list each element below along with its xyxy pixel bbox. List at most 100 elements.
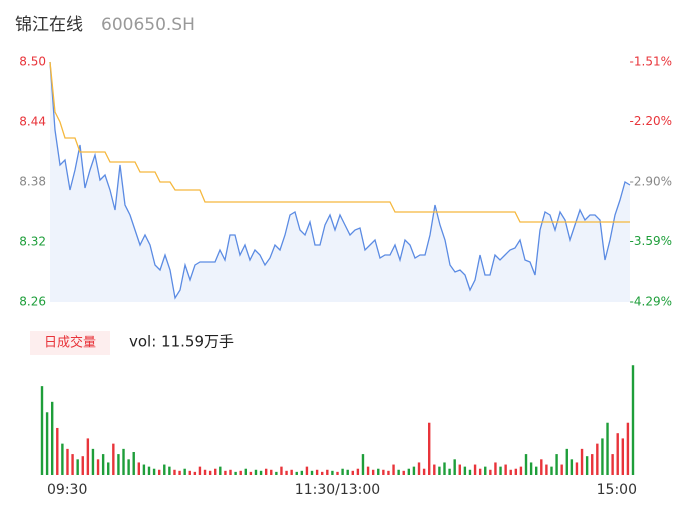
x-tick-label: 09:30 — [47, 482, 87, 498]
volume-label: 日成交量 — [44, 335, 96, 351]
volume-bar — [433, 464, 436, 475]
volume-bar — [254, 469, 258, 475]
volume-bar — [519, 466, 523, 475]
volume-bar — [137, 462, 141, 475]
volume-bar — [550, 466, 553, 475]
volume-bar — [555, 454, 558, 475]
volume-bar — [606, 422, 609, 475]
volume-bar — [300, 470, 304, 475]
volume-bar — [127, 459, 130, 475]
volume-bar — [397, 469, 400, 475]
volume-bar — [203, 469, 207, 475]
volume-bar — [270, 469, 273, 475]
volume-bar — [249, 471, 253, 475]
volume-bar — [616, 433, 619, 475]
volume-bar — [478, 468, 482, 475]
stock-name: 锦江在线 — [15, 15, 83, 35]
y-tick-label: 8.50 — [19, 55, 46, 69]
volume-bar — [290, 469, 293, 475]
volume-bar — [219, 466, 222, 475]
volume-bar — [234, 471, 237, 475]
volume-bar — [56, 427, 59, 475]
volume-bar — [244, 468, 247, 475]
volume-bar — [473, 464, 477, 475]
volume-bar — [377, 468, 380, 475]
average-line — [49, 61, 630, 223]
volume-bar — [504, 464, 507, 475]
volume-bar — [40, 386, 44, 475]
volume-bar — [356, 468, 360, 475]
volume-bar — [499, 466, 502, 475]
volume-bar — [152, 468, 156, 475]
volume-bar — [540, 459, 543, 475]
volume-bar — [76, 459, 79, 475]
volume-bar — [66, 448, 69, 475]
volume-bar — [565, 448, 568, 475]
volume-total: vol: 11.59万手 — [129, 333, 234, 351]
y-tick-label: 8.38 — [19, 175, 46, 189]
y2-tick-label: -2.20% — [630, 114, 672, 128]
volume-bar — [188, 470, 191, 475]
volume-bar — [529, 462, 533, 475]
volume-bar — [61, 443, 64, 475]
volume-bar — [392, 464, 395, 475]
volume-bar — [101, 454, 105, 475]
volume-bar — [371, 469, 375, 475]
x-tick-label: 15:00 — [597, 482, 637, 498]
volume-bar — [458, 464, 461, 475]
volume-bar — [443, 462, 446, 475]
volume-bar — [280, 466, 283, 475]
volume-bar — [239, 470, 242, 475]
volume-bar — [417, 462, 421, 475]
volume-bar — [448, 468, 451, 475]
volume-bar — [631, 365, 635, 475]
volume-bar — [122, 448, 125, 475]
y2-tick-label: -2.90% — [630, 175, 672, 189]
price-area — [50, 62, 630, 302]
volume-bar — [112, 443, 115, 475]
volume-bar — [341, 468, 344, 475]
volume-bar — [509, 469, 512, 475]
volume-bar — [580, 448, 584, 475]
volume-bar — [305, 466, 309, 475]
volume-bar — [575, 462, 579, 475]
volume-bar — [208, 470, 212, 475]
volume-bar — [310, 470, 314, 475]
volume-bar — [422, 468, 426, 475]
y-tick-label: 8.26 — [19, 295, 46, 309]
y2-tick-label: -4.29% — [630, 295, 672, 309]
volume-bar — [514, 468, 518, 475]
volume-bar — [326, 469, 329, 475]
volume-bar — [264, 468, 268, 475]
volume-bar — [534, 466, 538, 475]
volume-bar — [163, 464, 166, 475]
volume-bar — [321, 471, 324, 475]
volume-bar — [626, 422, 630, 475]
volume-bar — [402, 470, 405, 475]
volume-bar — [336, 471, 339, 475]
volume-bar — [71, 454, 74, 475]
volume-bar — [81, 456, 84, 475]
volume-bar — [382, 469, 385, 475]
volume-bar — [494, 462, 497, 475]
volume-bar — [295, 471, 298, 475]
volume-bar — [489, 469, 492, 475]
volume-bar — [453, 459, 456, 475]
volume-bar — [132, 452, 135, 475]
y-tick-label: 8.44 — [19, 115, 46, 129]
volume-bar — [412, 466, 416, 475]
volume-bar — [366, 466, 370, 475]
volume-bar — [591, 454, 594, 475]
volume-bar — [107, 462, 110, 475]
volume-bar — [545, 464, 548, 475]
volume-bar — [428, 422, 431, 475]
volume-label-bg — [30, 331, 110, 355]
volume-bar — [601, 438, 604, 475]
volume-bar — [50, 401, 54, 475]
volume-bar — [463, 466, 467, 475]
price-line — [49, 61, 631, 300]
volume-bar — [570, 459, 574, 475]
volume-bar — [438, 466, 441, 475]
volume-bar — [173, 469, 176, 475]
